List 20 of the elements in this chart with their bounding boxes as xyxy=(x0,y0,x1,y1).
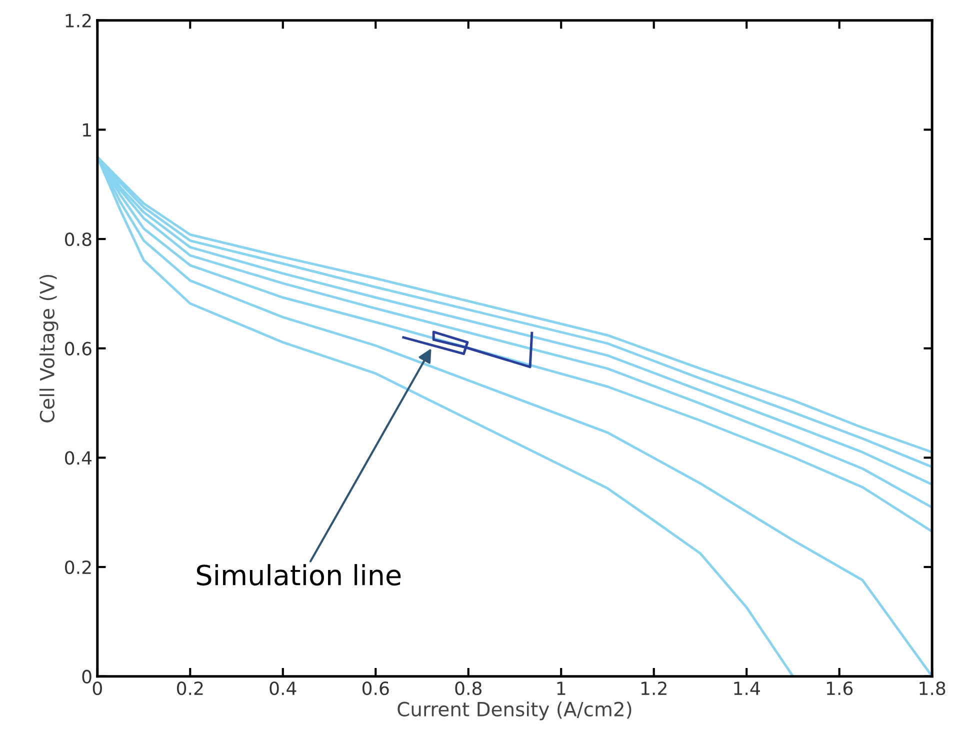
x-tick-label: 1.8 xyxy=(920,682,946,696)
x-tick-label: 0.8 xyxy=(455,682,482,696)
y-axis-title: Cell Voltage (V) xyxy=(39,274,58,422)
y-tick-label: 1.2 xyxy=(66,14,91,28)
y-tick-label: 0.4 xyxy=(65,451,92,465)
y-tick-label: 0.2 xyxy=(65,560,91,574)
x-tick-label: 1.2 xyxy=(641,682,666,695)
y-tick-label: 0.8 xyxy=(65,232,92,246)
x-tick-label: 1 xyxy=(557,682,566,695)
y-tick-label: 0.6 xyxy=(65,342,92,356)
x-axis-title: Current Density (A/cm2) xyxy=(398,701,632,720)
y-tick-label: 0 xyxy=(82,670,92,684)
x-tick-label: 1.4 xyxy=(734,682,760,695)
x-tick-label: 0.2 xyxy=(176,682,203,696)
annotation: Simulation line xyxy=(197,564,401,586)
y-tick-label: 1 xyxy=(83,123,91,137)
x-tick-label: 0 xyxy=(92,682,102,696)
x-tick-label: 0.6 xyxy=(362,682,389,696)
x-tick-label: 0.4 xyxy=(270,682,296,696)
x-tick-label: 1.6 xyxy=(826,682,853,696)
